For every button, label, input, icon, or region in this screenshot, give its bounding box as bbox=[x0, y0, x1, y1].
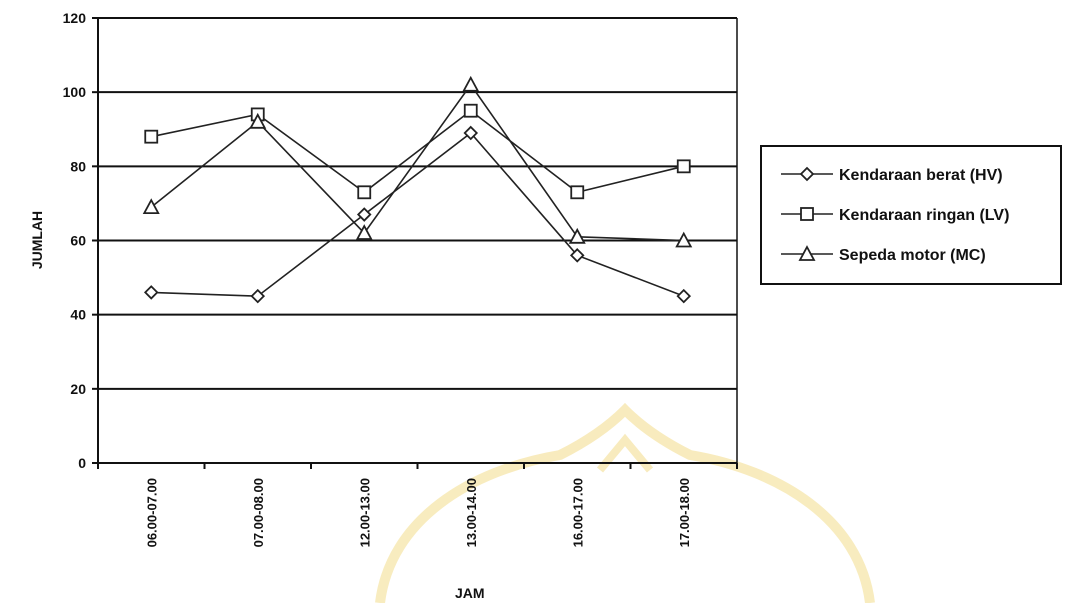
data-point bbox=[570, 185, 585, 200]
x-tick-label: 17.00-18.00 bbox=[677, 478, 692, 547]
y-axis-title: JUMLAH bbox=[29, 211, 45, 269]
data-point bbox=[142, 198, 160, 215]
data-point bbox=[676, 159, 691, 174]
data-point bbox=[250, 288, 266, 304]
y-tick-label: 80 bbox=[70, 158, 86, 174]
data-point bbox=[568, 227, 586, 244]
x-tick-label: 13.00-14.00 bbox=[464, 478, 479, 547]
legend-label: Kendaraan ringan (LV) bbox=[839, 207, 1009, 224]
legend-label: Sepeda motor (MC) bbox=[839, 247, 986, 264]
data-point bbox=[463, 103, 478, 118]
series-line bbox=[150, 83, 684, 242]
legend-marker bbox=[798, 245, 816, 261]
data-point bbox=[357, 185, 372, 200]
data-point bbox=[143, 285, 159, 300]
x-tick-label: 06.00-07.00 bbox=[144, 478, 159, 547]
data-point bbox=[249, 112, 267, 129]
data-point bbox=[676, 288, 692, 304]
x-axis-title: JAM bbox=[455, 585, 485, 601]
legend-label: Kendaraan berat (HV) bbox=[839, 167, 1003, 184]
series-line bbox=[151, 109, 684, 194]
watermark-seal bbox=[375, 402, 875, 604]
y-tick-label: 100 bbox=[63, 84, 87, 100]
y-tick-label: 120 bbox=[63, 10, 87, 26]
legend-marker bbox=[800, 207, 814, 221]
y-tick-label: 20 bbox=[70, 381, 86, 397]
y-tick-label: 40 bbox=[70, 307, 86, 323]
legend-marker bbox=[799, 166, 815, 182]
data-point bbox=[355, 224, 373, 240]
x-tick-label: 12.00-13.00 bbox=[357, 478, 372, 547]
series-line bbox=[151, 131, 685, 297]
data-point bbox=[463, 125, 479, 141]
x-tick-label: 16.00-17.00 bbox=[570, 478, 585, 547]
data-point bbox=[356, 207, 372, 222]
data-point bbox=[569, 248, 585, 263]
y-tick-label: 0 bbox=[78, 455, 86, 471]
x-tick-label: 07.00-08.00 bbox=[251, 478, 266, 547]
data-point bbox=[144, 129, 159, 144]
data-point bbox=[462, 75, 480, 92]
data-point bbox=[675, 231, 693, 248]
y-tick-label: 60 bbox=[70, 233, 86, 249]
